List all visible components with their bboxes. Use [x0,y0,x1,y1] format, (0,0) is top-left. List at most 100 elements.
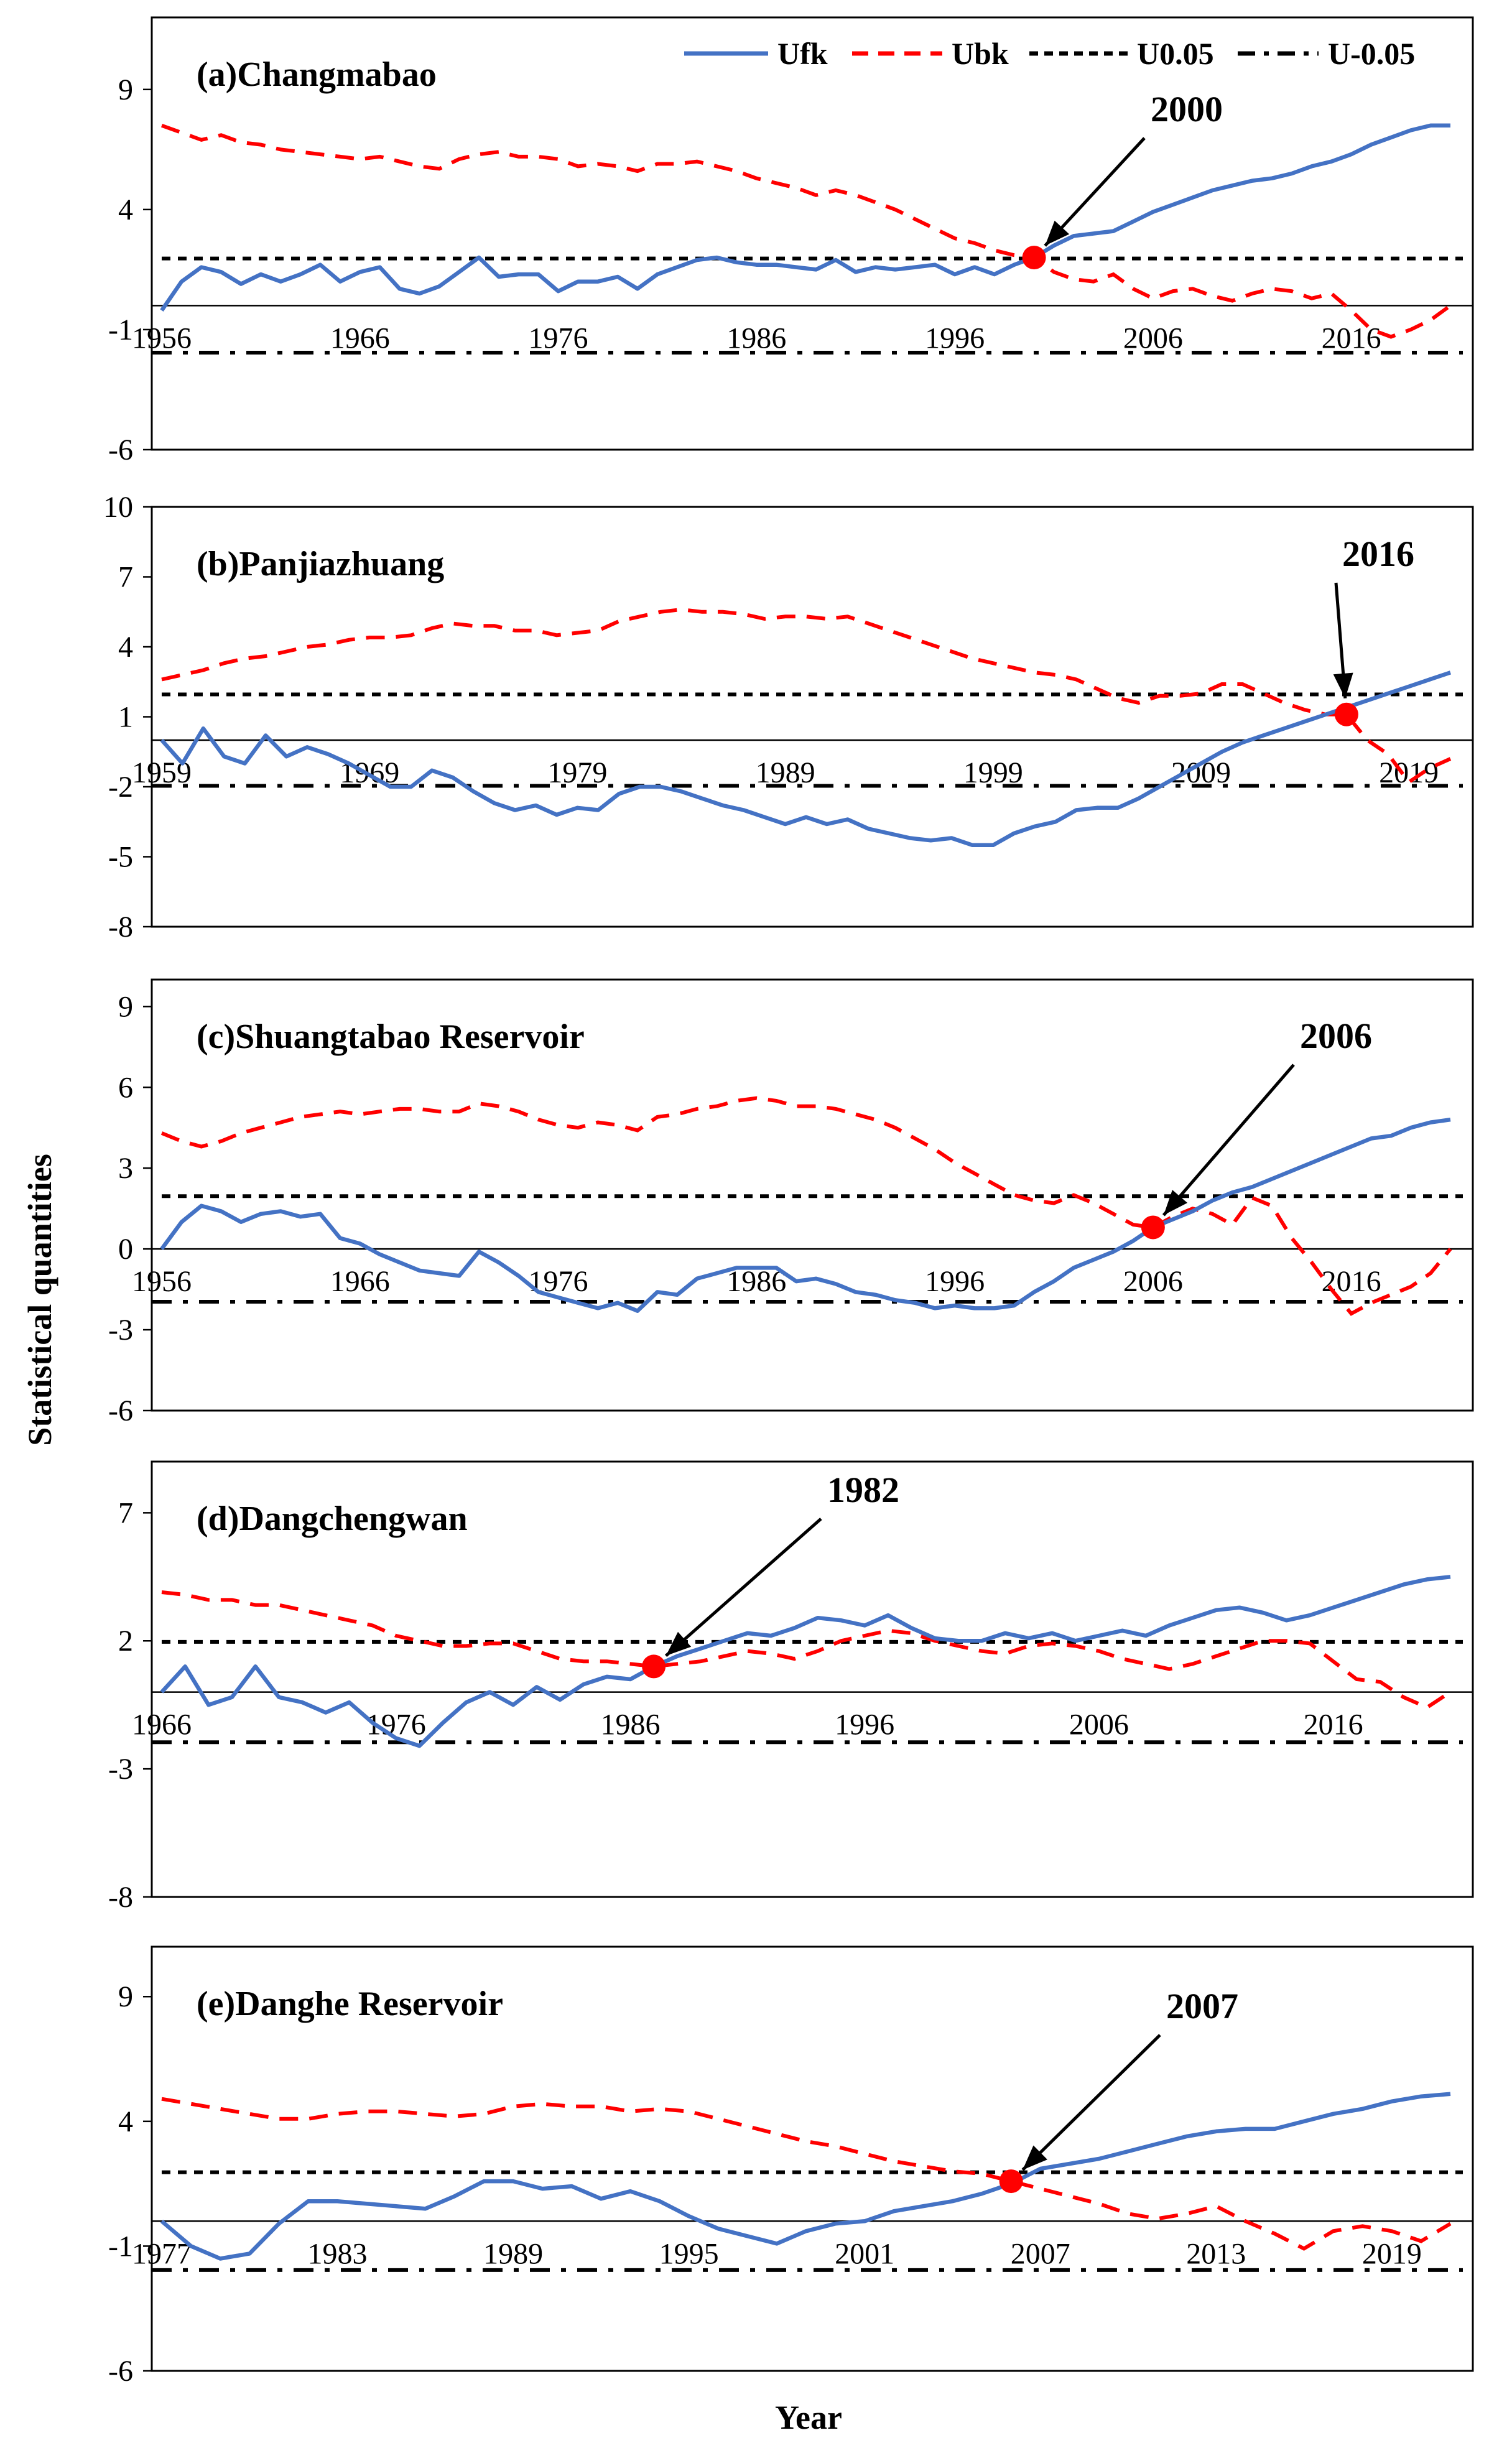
x-tick-label: 2001 [835,2237,894,2270]
x-tick-label: 1956 [132,1265,192,1298]
annotation-arrow-shaft [664,1518,822,1658]
change-point-marker [1334,702,1358,726]
x-tick-label: 2019 [1362,2237,1422,2270]
x-tick-label: 2006 [1123,1265,1183,1298]
y-tick-label: 9 [118,1980,133,2013]
x-tick-label: 1977 [132,2237,192,2270]
y-tick-label: 10 [103,491,133,524]
x-tick-label: 1999 [963,756,1023,789]
annotation-arrow-head [666,1631,692,1656]
annotation-arrow-head [1163,1190,1188,1215]
x-tick-label: 1996 [835,1708,894,1741]
x-tick-label: 1986 [726,322,786,355]
y-tick-label: 3 [118,1152,133,1185]
plot-frame [151,978,1474,1412]
change-point-label: 2007 [1166,1986,1238,2026]
y-tick-label: 9 [118,73,133,106]
ufk-series-line [160,670,1452,848]
x-tick-label: 1996 [925,1265,985,1298]
y-tick-label: -3 [108,1753,133,1786]
y-tick-label: -6 [108,2355,133,2388]
change-point-marker [642,1654,666,1679]
panel-1: -6 -1 4 9 1956 1966 1976 1986 1996 2006 2016 2000 (a… [108,16,1474,466]
change-point-marker [1022,246,1046,270]
panel-title: (c)Shuangtabao Reservoir [197,1018,585,1056]
legend: Ufk Ubk U0.05 U-0.05 [684,36,1415,71]
y-tick-label: 9 [118,990,133,1023]
y-tick-label: 4 [118,631,133,664]
y-tick-label: -1 [108,313,133,346]
annotation-arrow-head [1023,2145,1047,2170]
change-point-label: 2016 [1342,534,1414,574]
x-tick-label: 2006 [1069,1708,1129,1741]
x-tick-label: 1966 [132,1708,192,1741]
ubk-series-line [161,607,1452,785]
panel-5: -6 -1 4 9 1977 1983 1989 1995 2001 2007 2013 2019 20… [108,1945,1474,2388]
x-tick-label: 2016 [1322,322,1381,355]
x-tick-label: 1995 [659,2237,719,2270]
y-tick-label: 4 [118,193,133,226]
x-tick-label: 2013 [1186,2237,1246,2270]
change-point-label: 2006 [1300,1016,1372,1056]
x-tick-label: 2006 [1123,322,1183,355]
panel-title: (d)Dangchengwan [197,1500,468,1538]
x-tick-label: 2016 [1322,1265,1381,1298]
x-tick-label: 1996 [925,322,985,355]
x-tick-label: 1989 [483,2237,543,2270]
legend-u-005-label: U-0.05 [1328,36,1415,71]
change-point-label: 1982 [827,1470,899,1510]
x-tick-label: 1986 [600,1708,660,1741]
ufk-series-line [160,2092,1451,2261]
y-tick-label: 4 [118,2105,133,2138]
ufk-series-line [160,123,1450,312]
y-tick-label: 1 [118,701,133,734]
ufk-series-line [160,1117,1451,1313]
y-tick-label: -3 [108,1314,133,1347]
y-tick-label: -6 [108,1394,133,1427]
ubk-series-line [160,1096,1452,1316]
ubk-series-line [161,1590,1452,1710]
change-point-label: 2000 [1151,89,1223,129]
y-tick-label: -1 [108,2230,133,2263]
annotation-arrow-head [1333,672,1353,698]
change-point-marker [999,2169,1023,2194]
x-tick-label: 2016 [1304,1708,1363,1741]
panel-title: (a)Changmabao [197,55,437,94]
x-tick-label: 1976 [529,322,588,355]
annotation-arrow-head [1045,220,1070,246]
annotation-arrow-shaft [1021,2034,1161,2171]
y-tick-label: 2 [118,1625,133,1658]
plot-frame [151,1945,1474,2372]
y-tick-label: 7 [118,1496,133,1529]
y-tick-label: 0 [118,1233,133,1266]
legend-ufk-label: Ufk [777,36,828,71]
x-tick-label: 1989 [756,756,815,789]
y-tick-label: -8 [108,1881,133,1914]
panel-title: (b)Panjiazhuang [197,545,444,583]
x-axis-title: Year [775,2399,842,2436]
plot-frame [151,16,1474,451]
change-point-marker [1141,1215,1165,1240]
y-axis-title: Statistical quantities [21,1154,58,1446]
y-tick-label: -8 [108,911,133,944]
panel-title: (e)Danghe Reservoir [197,1985,503,2023]
x-tick-label: 1966 [330,1265,390,1298]
ufk-series-line [160,1575,1451,1748]
legend-u005-label: U0.05 [1137,36,1214,71]
legend-ubk-label: Ubk [952,36,1009,71]
y-tick-label: 6 [118,1071,133,1104]
x-tick-label: 2019 [1379,756,1439,789]
y-tick-label: -5 [108,841,133,874]
y-tick-label: 7 [118,561,133,594]
x-tick-label: 1983 [308,2237,368,2270]
x-tick-label: 1979 [547,756,607,789]
y-tick-label: -2 [108,771,133,804]
ubk-series-line [161,2097,1452,2251]
x-tick-label: 1986 [726,1265,786,1298]
ubk-series-line [160,123,1452,339]
plot-frame [151,1460,1474,1898]
